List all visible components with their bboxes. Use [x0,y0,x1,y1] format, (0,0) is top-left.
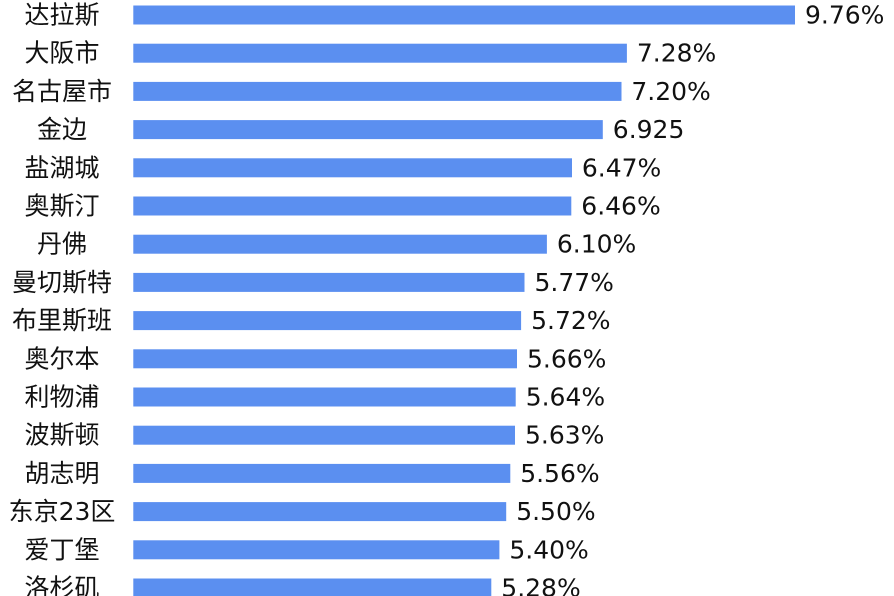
value-label: 5.40% [509,535,588,564]
bar [133,540,500,560]
value-label: 5.66% [527,344,606,373]
bar [133,578,492,596]
category-label: 布里斯班 [12,306,112,335]
bar [133,158,573,178]
category-label: 胡志明 [24,459,99,488]
category-label: 奥尔本 [24,344,99,373]
category-label: 名古屋市 [12,77,112,106]
category-label: 盐湖城 [24,153,99,182]
category-label: 爱丁堡 [24,535,99,564]
value-label: 6.46% [581,192,660,221]
bar [133,425,516,445]
value-label: 5.63% [525,421,604,450]
value-label: 5.64% [526,383,605,412]
category-label: 洛杉矶 [24,574,99,596]
bar [133,81,622,101]
category-label: 波斯顿 [24,421,99,450]
category-label: 东京23区 [9,497,116,526]
bar [133,502,507,522]
category-labels: 达拉斯大阪市名古屋市金边盐湖城奥斯汀丹佛曼切斯特布里斯班奥尔本利物浦波斯顿胡志明… [9,1,116,596]
value-label: 5.50% [516,497,595,526]
category-label: 金边 [37,115,87,144]
category-label: 奥斯汀 [24,192,99,221]
bar [133,5,796,25]
bar [133,311,522,331]
value-label: 7.28% [637,39,716,68]
value-label: 9.76% [805,1,884,30]
value-label: 5.28% [501,574,580,596]
value-label: 5.72% [531,306,610,335]
value-label: 6.925 [613,115,685,144]
category-label: 曼切斯特 [12,268,112,297]
value-label: 5.56% [520,459,599,488]
bar [133,234,547,254]
value-label: 6.10% [557,230,636,259]
category-label: 大阪市 [24,39,99,68]
bar [133,387,516,407]
value-label: 7.20% [631,77,710,106]
category-label: 达拉斯 [24,1,99,30]
category-label: 利物浦 [24,383,99,412]
bar [133,272,525,292]
bar [133,196,572,216]
value-label: 6.47% [582,153,661,182]
value-label: 5.77% [535,268,614,297]
category-label: 丹佛 [37,230,87,259]
value-labels: 9.76% 7.28% 7.20% 6.925 6.47% 6.46% 6.10% 5.77%… [501,1,884,596]
bar [133,120,603,140]
bar [133,43,627,63]
bar [133,463,511,483]
bar [133,349,518,369]
bars [133,5,796,596]
